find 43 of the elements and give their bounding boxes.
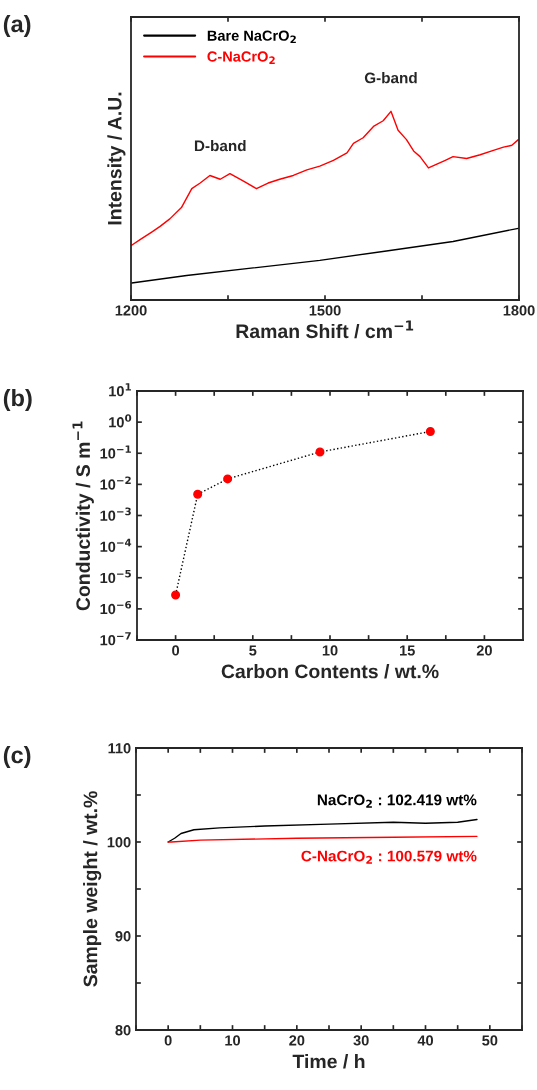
legend-label: C-NaCrO$_{2}$: [207, 51, 275, 64]
annotation: D-band: [194, 140, 246, 152]
x-axis-title: Time / h: [292, 1054, 365, 1069]
y-axis-title: Conductivity / S m$^{−1}$: [72, 421, 94, 611]
x-axis-title: Carbon Contents / wt.%: [221, 664, 439, 679]
x-tick-label: 5: [249, 645, 257, 656]
x-axis-title: Raman Shift / cm$^{−1}$: [236, 320, 414, 339]
series-label: C-NaCrO$_{2}$ : 100.579 wt%: [301, 850, 477, 864]
y-tick-label: 10$^{−5}$: [100, 569, 131, 584]
y-tick-label: 100: [107, 837, 131, 848]
x-tick-label: 1500: [309, 305, 341, 316]
line-series: [167, 818, 478, 843]
x-tick-label: 10: [225, 1035, 241, 1046]
chart-title: (c): [3, 746, 31, 769]
annotation: G-band: [364, 72, 417, 84]
series-label: NaCrO$_{2}$ : 102.419 wt%: [317, 794, 477, 808]
y-tick-label: 10$^{0}$: [109, 414, 132, 428]
legend-label: Bare NaCrO$_{2}$: [207, 30, 296, 44]
x-tick-label: 20: [476, 645, 492, 656]
x-tick-label: 1200: [115, 305, 147, 316]
y-axis-title: Intensity / A.U.: [107, 92, 126, 225]
x-tick-label: 0: [172, 645, 180, 656]
y-tick-label: 110: [108, 743, 131, 754]
x-tick-label: 20: [289, 1035, 305, 1046]
chart-title: (a): [3, 15, 31, 38]
y-tick-label: 10$^{−2}$: [100, 476, 131, 490]
x-tick-label: 15: [400, 645, 415, 656]
y-tick-label: 90: [115, 931, 131, 942]
y-tick-label: 10$^{−3}$: [100, 507, 131, 521]
x-tick-label: 10: [322, 645, 338, 656]
y-axis-title: Sample weight / wt.%: [83, 791, 102, 987]
y-tick-label: 10$^{−7}$: [100, 632, 131, 646]
y-tick-label: 10$^{1}$: [109, 383, 131, 397]
y-tick-label: 10$^{−4}$: [100, 538, 132, 552]
y-tick-label: 10$^{−6}$: [100, 600, 132, 615]
y-tick-label: 80: [115, 1025, 131, 1036]
x-tick-label: 1800: [503, 305, 535, 316]
x-tick-label: 40: [417, 1035, 434, 1046]
chart-title: (b): [3, 389, 32, 412]
x-tick-label: 50: [482, 1035, 498, 1046]
x-tick-label: 30: [353, 1035, 369, 1046]
y-tick-label: 10$^{−1}$: [100, 445, 131, 459]
x-tick-label: 0: [164, 1035, 172, 1046]
